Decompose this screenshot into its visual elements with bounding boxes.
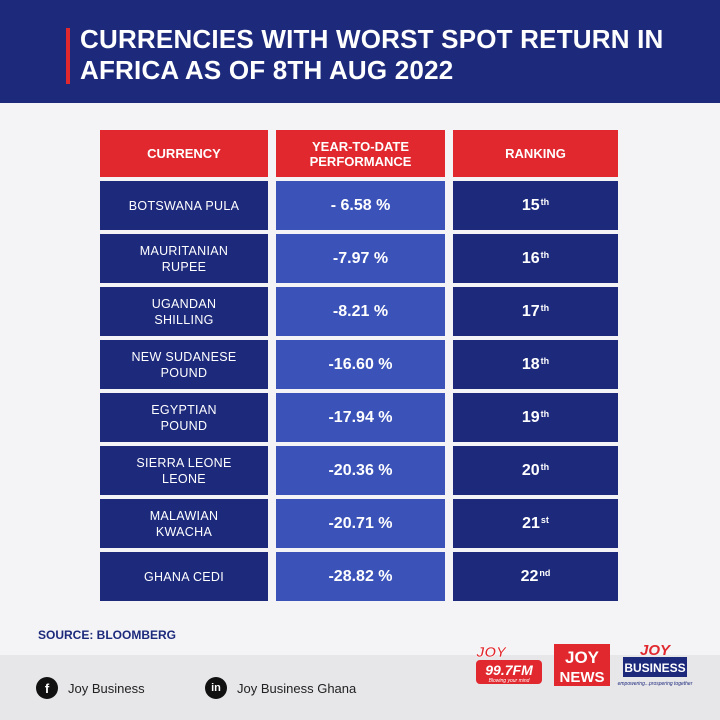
source-note: SOURCE: BLOOMBERG (38, 628, 176, 642)
performance-cell: -8.21 % (276, 287, 445, 336)
rank-number: 20 (521, 461, 540, 479)
currency-cell: NEW SUDANESE POUND (100, 340, 268, 389)
column-header-currency: CURRENCY (100, 130, 268, 177)
currency-cell: SIERRA LEONE LEONE (100, 446, 268, 495)
rank-number: 19 (521, 408, 540, 426)
currency-cell: GHANA CEDI (100, 552, 268, 601)
svg-text:99.7FM: 99.7FM (485, 662, 533, 678)
rank-number: 15 (521, 196, 540, 214)
rank-number: 21 (522, 514, 540, 532)
rank-number: 17 (521, 302, 540, 320)
page-title: CURRENCIES WITH WORST SPOT RETURN IN AFR… (80, 24, 664, 85)
rank-suffix: nd (539, 567, 551, 578)
currency-cell: MAURITANIAN RUPEE (100, 234, 268, 283)
currency-cell: BOTSWANA PULA (100, 181, 268, 230)
performance-cell: -7.97 % (276, 234, 445, 283)
linkedin-icon: in (205, 677, 227, 699)
rank-suffix: th (540, 302, 550, 313)
performance-cell: -16.60 % (276, 340, 445, 389)
performance-cell: -28.82 % (276, 552, 445, 601)
column-header-performance: YEAR-TO-DATE PERFORMANCE (276, 130, 445, 177)
rank-number: 22 (520, 567, 539, 585)
rank-suffix: st (540, 514, 549, 525)
currency-cell: EGYPTIAN POUND (100, 393, 268, 442)
currency-cell: MALAWIAN KWACHA (100, 499, 268, 548)
svg-text:BUSINESS: BUSINESS (624, 661, 685, 675)
performance-cell: -17.94 % (276, 393, 445, 442)
svg-text:NEWS: NEWS (560, 669, 605, 686)
currency-cell: UGANDAN SHILLING (100, 287, 268, 336)
facebook-icon: f (36, 677, 58, 699)
performance-cell: -20.71 % (276, 499, 445, 548)
svg-text:JOY: JOY (476, 644, 508, 661)
svg-text:JOY: JOY (640, 642, 672, 659)
linkedin-link[interactable]: in Joy Business Ghana (205, 677, 356, 699)
performance-cell: -20.36 % (276, 446, 445, 495)
rank-number: 18 (521, 355, 540, 373)
joy-business-logo: JOY BUSINESS empowering...prospering tog… (618, 642, 693, 687)
svg-text:empowering...prospering togeth: empowering...prospering together (618, 681, 693, 687)
facebook-label: Joy Business (68, 680, 145, 696)
rank-suffix: th (540, 196, 550, 207)
joy-fm-logo: JOY 99.7FM Blowing your mind (476, 644, 542, 684)
performance-cell: - 6.58 % (276, 181, 445, 230)
rank-suffix: th (540, 461, 550, 472)
svg-text:Blowing your mind: Blowing your mind (489, 678, 530, 684)
column-header-ranking: RANKING (453, 130, 618, 177)
svg-text:JOY: JOY (565, 648, 600, 667)
joy-news-logo: JOY NEWS (554, 644, 610, 686)
linkedin-label: Joy Business Ghana (237, 680, 357, 696)
accent-bar (66, 28, 70, 84)
facebook-link[interactable]: f Joy Business (36, 677, 145, 699)
rank-suffix: th (540, 408, 550, 419)
rank-number: 16 (521, 249, 540, 267)
rank-suffix: th (540, 355, 550, 366)
rank-suffix: th (540, 249, 550, 260)
header-banner: CURRENCIES WITH WORST SPOT RETURN IN AFR… (0, 0, 720, 103)
